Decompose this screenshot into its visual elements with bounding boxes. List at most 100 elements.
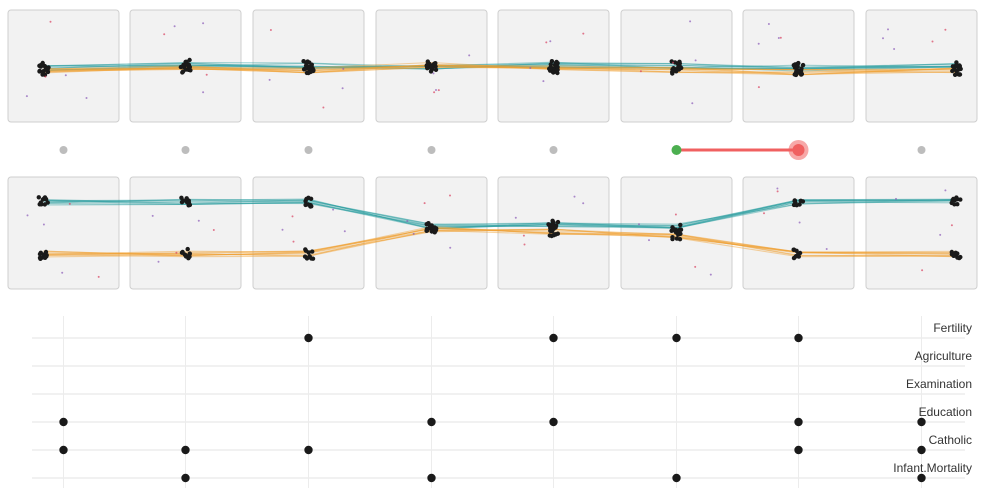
top-outlier-point bbox=[342, 67, 345, 70]
variable-selected-dot[interactable] bbox=[672, 473, 681, 483]
top-panel[interactable] bbox=[865, 9, 978, 123]
top-outlier-point bbox=[269, 29, 272, 31]
top-data-point bbox=[793, 71, 798, 76]
bottom-outlier-point bbox=[68, 202, 71, 205]
top-trajectory-line bbox=[43, 64, 957, 76]
bottom-outlier-point bbox=[412, 232, 415, 235]
variable-selected-dot[interactable] bbox=[427, 417, 436, 427]
bottom-panel[interactable] bbox=[865, 176, 978, 290]
bottom-data-point bbox=[949, 200, 954, 206]
variable-selected-dot[interactable] bbox=[794, 417, 803, 427]
top-trajectory-line bbox=[43, 65, 957, 72]
slider-step-dot[interactable] bbox=[427, 146, 436, 154]
top-outlier-point bbox=[549, 40, 552, 43]
bottom-data-point bbox=[179, 200, 185, 205]
slider-start-handle[interactable] bbox=[671, 145, 682, 155]
variable-selected-dot[interactable] bbox=[917, 445, 926, 455]
bottom-outlier-point bbox=[514, 216, 517, 219]
bottom-outlier-point bbox=[895, 197, 897, 200]
top-data-point bbox=[950, 68, 955, 74]
variable-selected-dot[interactable] bbox=[181, 445, 190, 455]
bottom-data-point bbox=[432, 230, 437, 235]
top-outlier-point bbox=[694, 59, 697, 62]
bottom-data-point bbox=[548, 228, 553, 233]
bottom-data-point bbox=[797, 202, 802, 207]
top-data-point bbox=[43, 66, 49, 71]
top-data-point bbox=[670, 71, 675, 76]
top-data-point bbox=[41, 71, 46, 76]
slider-step-dot[interactable] bbox=[304, 146, 313, 154]
top-outlier-point bbox=[777, 37, 780, 39]
top-outlier-point bbox=[44, 75, 47, 78]
variable-label-education: Education bbox=[919, 405, 972, 419]
variable-selected-dot[interactable] bbox=[672, 333, 681, 343]
bottom-data-point bbox=[37, 255, 43, 260]
bottom-outlier-point bbox=[292, 240, 295, 243]
top-panel[interactable] bbox=[7, 9, 120, 123]
bottom-outlier-point bbox=[449, 194, 451, 197]
bottom-trajectory-line bbox=[43, 227, 957, 256]
bottom-outlier-point bbox=[573, 195, 576, 198]
bottom-panel[interactable] bbox=[129, 176, 242, 290]
variable-selected-dot[interactable] bbox=[304, 333, 313, 343]
bottom-outlier-point bbox=[175, 251, 178, 254]
projection-slider-row[interactable] bbox=[59, 140, 926, 160]
top-trajectory-line bbox=[43, 63, 957, 76]
bottom-trajectory-line bbox=[43, 226, 957, 256]
bottom-data-point bbox=[184, 196, 189, 201]
bottom-trajectory-line bbox=[43, 228, 957, 256]
bottom-trajectory-line bbox=[43, 199, 957, 228]
top-outlier-point bbox=[432, 72, 435, 75]
variable-selected-dot[interactable] bbox=[59, 445, 68, 455]
slider-step-dot[interactable] bbox=[917, 146, 926, 154]
bottom-data-point bbox=[555, 219, 561, 225]
top-data-point bbox=[425, 59, 430, 64]
bottom-data-point bbox=[42, 195, 48, 200]
bottom-outlier-point bbox=[798, 221, 801, 224]
variable-selected-dot[interactable] bbox=[59, 417, 68, 427]
top-data-point bbox=[674, 69, 679, 74]
variable-selected-dot[interactable] bbox=[794, 445, 803, 455]
top-outlier-point bbox=[639, 70, 642, 73]
variable-selected-dot[interactable] bbox=[549, 417, 558, 427]
bottom-trajectory-line bbox=[43, 199, 957, 229]
variable-selected-dot[interactable] bbox=[427, 473, 436, 483]
slider-step-dot[interactable] bbox=[59, 146, 68, 154]
bottom-data-point bbox=[791, 247, 796, 252]
variable-label-examination: Examination bbox=[906, 377, 972, 391]
bottom-outlier-point bbox=[776, 187, 779, 190]
top-outlier-point bbox=[49, 20, 52, 23]
slider-step-dot[interactable] bbox=[181, 146, 190, 154]
top-outlier-point bbox=[437, 89, 440, 92]
top-trajectory-line bbox=[43, 65, 957, 75]
bottom-trajectory-line bbox=[43, 199, 957, 229]
variable-selected-dot[interactable] bbox=[549, 333, 558, 343]
top-outlier-point bbox=[779, 36, 782, 39]
top-trajectory-line bbox=[43, 61, 957, 70]
bottom-panel[interactable] bbox=[7, 176, 120, 290]
variable-selected-dot[interactable] bbox=[917, 417, 926, 427]
bottom-data-point bbox=[429, 223, 434, 228]
top-outlier-point bbox=[944, 28, 947, 31]
bottom-outlier-point bbox=[26, 214, 29, 217]
top-trajectory-line bbox=[43, 61, 957, 73]
variable-selected-dot[interactable] bbox=[917, 473, 926, 483]
bottom-panel[interactable] bbox=[252, 176, 365, 290]
bottom-data-point bbox=[45, 200, 50, 205]
top-data-point bbox=[954, 68, 959, 73]
bottom-trajectory-line bbox=[43, 228, 957, 258]
bottom-outlier-point bbox=[921, 269, 924, 272]
top-data-point bbox=[795, 64, 800, 69]
variable-selected-dot[interactable] bbox=[304, 445, 313, 455]
bottom-trajectory-line bbox=[43, 229, 957, 258]
top-data-point bbox=[431, 61, 437, 67]
top-trajectory-line bbox=[43, 62, 957, 70]
variable-selected-dot[interactable] bbox=[794, 333, 803, 343]
top-outlier-point bbox=[205, 73, 208, 76]
bottom-outlier-point bbox=[151, 214, 154, 217]
variable-selected-dot[interactable] bbox=[181, 473, 190, 483]
bottom-panel[interactable] bbox=[742, 176, 855, 290]
slider-step-dot[interactable] bbox=[549, 146, 558, 154]
top-outlier-point bbox=[529, 67, 532, 69]
slider-end-handle[interactable] bbox=[792, 144, 805, 156]
